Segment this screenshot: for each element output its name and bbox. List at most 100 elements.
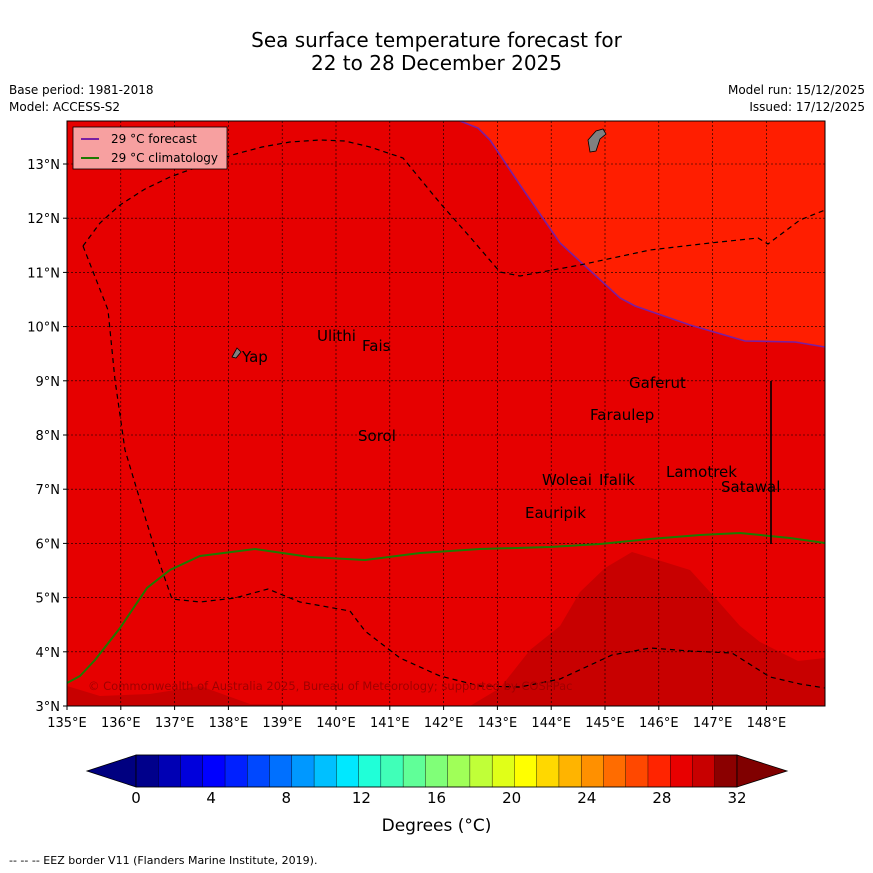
colorbar-cell xyxy=(469,754,493,788)
x-tick-label: 137°E xyxy=(155,716,195,731)
place-labels: Yap Ulithi Fais Sorol Gaferut Faraulep W… xyxy=(241,327,780,522)
colorbar-cell xyxy=(447,754,471,788)
colorbar-cell xyxy=(202,754,226,788)
legend-box xyxy=(72,126,228,170)
place-label: Lamotrek xyxy=(666,463,737,481)
colorbar-cell xyxy=(603,754,627,788)
y-tick-label: 9°N xyxy=(36,375,61,390)
x-tick-label: 143°E xyxy=(478,716,518,731)
colorbar-ticks: 0 4 8 12 16 20 24 28 32 xyxy=(131,789,746,807)
yap-island xyxy=(231,347,242,359)
eez-border-north xyxy=(82,139,825,277)
y-tick-label: 12°N xyxy=(27,212,60,227)
colorbar-cell xyxy=(402,754,426,788)
colorbar-cell xyxy=(580,754,604,788)
x-tick-label: 147°E xyxy=(693,716,733,731)
y-tick-label: 8°N xyxy=(36,429,61,444)
place-label: Fais xyxy=(362,337,391,355)
legend-forecast-label: 29 °C forecast xyxy=(111,132,197,146)
x-tick-label: 135°E xyxy=(47,716,87,731)
colorbar-label: Degrees (°C) xyxy=(381,816,492,836)
colorbar-low-extension xyxy=(85,754,137,788)
x-tick-label: 139°E xyxy=(262,716,302,731)
colorbar-tick-label: 32 xyxy=(727,789,746,807)
colorbar-tick-label: 28 xyxy=(652,789,671,807)
colorbar-tick-label: 20 xyxy=(502,789,521,807)
x-tick-label: 140°E xyxy=(316,716,356,731)
colorbar-cell xyxy=(135,754,159,788)
colorbar-cell xyxy=(224,754,248,788)
map-frame xyxy=(66,120,826,707)
place-label: Ifalik xyxy=(599,471,635,489)
colorbar-cell xyxy=(380,754,404,788)
model-run: Model run: 15/12/2025 xyxy=(727,83,865,97)
colorbar-cell xyxy=(625,754,649,788)
x-tick-label: 142°E xyxy=(424,716,464,731)
colorbar-cell xyxy=(313,754,337,788)
colorbar-cell xyxy=(158,754,182,788)
colorbar-tick-label: 4 xyxy=(206,789,216,807)
colorbar-cell xyxy=(536,754,560,788)
colorbar-cell xyxy=(491,754,515,788)
y-tick-label: 10°N xyxy=(27,321,60,336)
base-period: Base period: 1981-2018 xyxy=(9,83,154,97)
x-axis-ticks: 135°E 136°E 137°E 138°E 139°E 140°E 141°E 142°E… xyxy=(47,706,786,731)
issued-date: Issued: 17/12/2025 xyxy=(749,100,865,114)
colorbar-tick-label: 8 xyxy=(281,789,291,807)
y-tick-label: 13°N xyxy=(27,158,60,173)
colorbar-cell xyxy=(336,754,360,788)
place-label: Eauripik xyxy=(525,504,586,522)
copyright-notice: © Commonwealth of Australia 2025, Bureau… xyxy=(88,679,572,693)
title-line-2: 22 to 28 December 2025 xyxy=(310,51,562,75)
x-tick-label: 141°E xyxy=(370,716,410,731)
model-name: Model: ACCESS-S2 xyxy=(9,100,121,114)
sst-fill-south xyxy=(67,552,825,706)
colorbar-cell xyxy=(692,754,716,788)
colorbar-cell xyxy=(247,754,271,788)
y-tick-label: 5°N xyxy=(36,592,61,607)
x-tick-label: 146°E xyxy=(639,716,679,731)
x-tick-label: 136°E xyxy=(101,716,141,731)
y-tick-label: 7°N xyxy=(36,483,61,498)
y-tick-label: 4°N xyxy=(36,646,61,661)
place-label: Gaferut xyxy=(629,374,686,392)
colorbar-tick-label: 12 xyxy=(352,789,371,807)
colorbar-cell xyxy=(647,754,671,788)
forecast-29c-contour xyxy=(459,121,825,348)
colorbar-cell xyxy=(670,754,693,788)
colorbar-high-extension xyxy=(736,754,789,788)
y-tick-label: 3°N xyxy=(36,700,61,715)
colorbar-cell xyxy=(291,754,315,788)
colorbar-cells xyxy=(135,754,738,788)
colorbar-tick-label: 0 xyxy=(131,789,141,807)
colorbar-cell xyxy=(358,754,382,788)
place-label: Sorol xyxy=(358,427,396,445)
x-tick-label: 145°E xyxy=(585,716,625,731)
eez-footnote: -- -- -- EEZ border V11 (Flanders Marine… xyxy=(9,854,318,867)
place-label: Woleai xyxy=(542,471,592,489)
colorbar: 0 4 8 12 16 20 24 28 32 xyxy=(85,754,789,807)
colorbar-tick-label: 16 xyxy=(427,789,446,807)
x-tick-label: 138°E xyxy=(209,716,249,731)
guam-island xyxy=(587,128,607,153)
eez-border-south xyxy=(82,245,825,689)
place-label: Satawal xyxy=(721,478,780,496)
x-tick-label: 148°E xyxy=(747,716,787,731)
legend-climatology-label: 29 °C climatology xyxy=(111,151,218,165)
place-label: Yap xyxy=(241,348,268,366)
y-tick-label: 6°N xyxy=(36,537,61,552)
colorbar-tick-label: 24 xyxy=(577,789,596,807)
legend: 29 °C forecast 29 °C climatology xyxy=(72,126,228,170)
colorbar-cell xyxy=(425,754,449,788)
map-area xyxy=(67,121,825,706)
colorbar-cell xyxy=(269,754,293,788)
y-tick-label: 11°N xyxy=(27,266,60,281)
y-axis-ticks: 3°N 4°N 5°N 6°N 7°N 8°N 9°N 10°N 11°N 12°N 13°N xyxy=(27,158,67,715)
x-tick-label: 144°E xyxy=(531,716,571,731)
place-label: Ulithi xyxy=(317,327,356,345)
colorbar-cell xyxy=(514,754,538,788)
climatology-29c-contour xyxy=(67,531,825,684)
map-grid xyxy=(67,121,825,706)
colorbar-cell xyxy=(558,754,582,788)
